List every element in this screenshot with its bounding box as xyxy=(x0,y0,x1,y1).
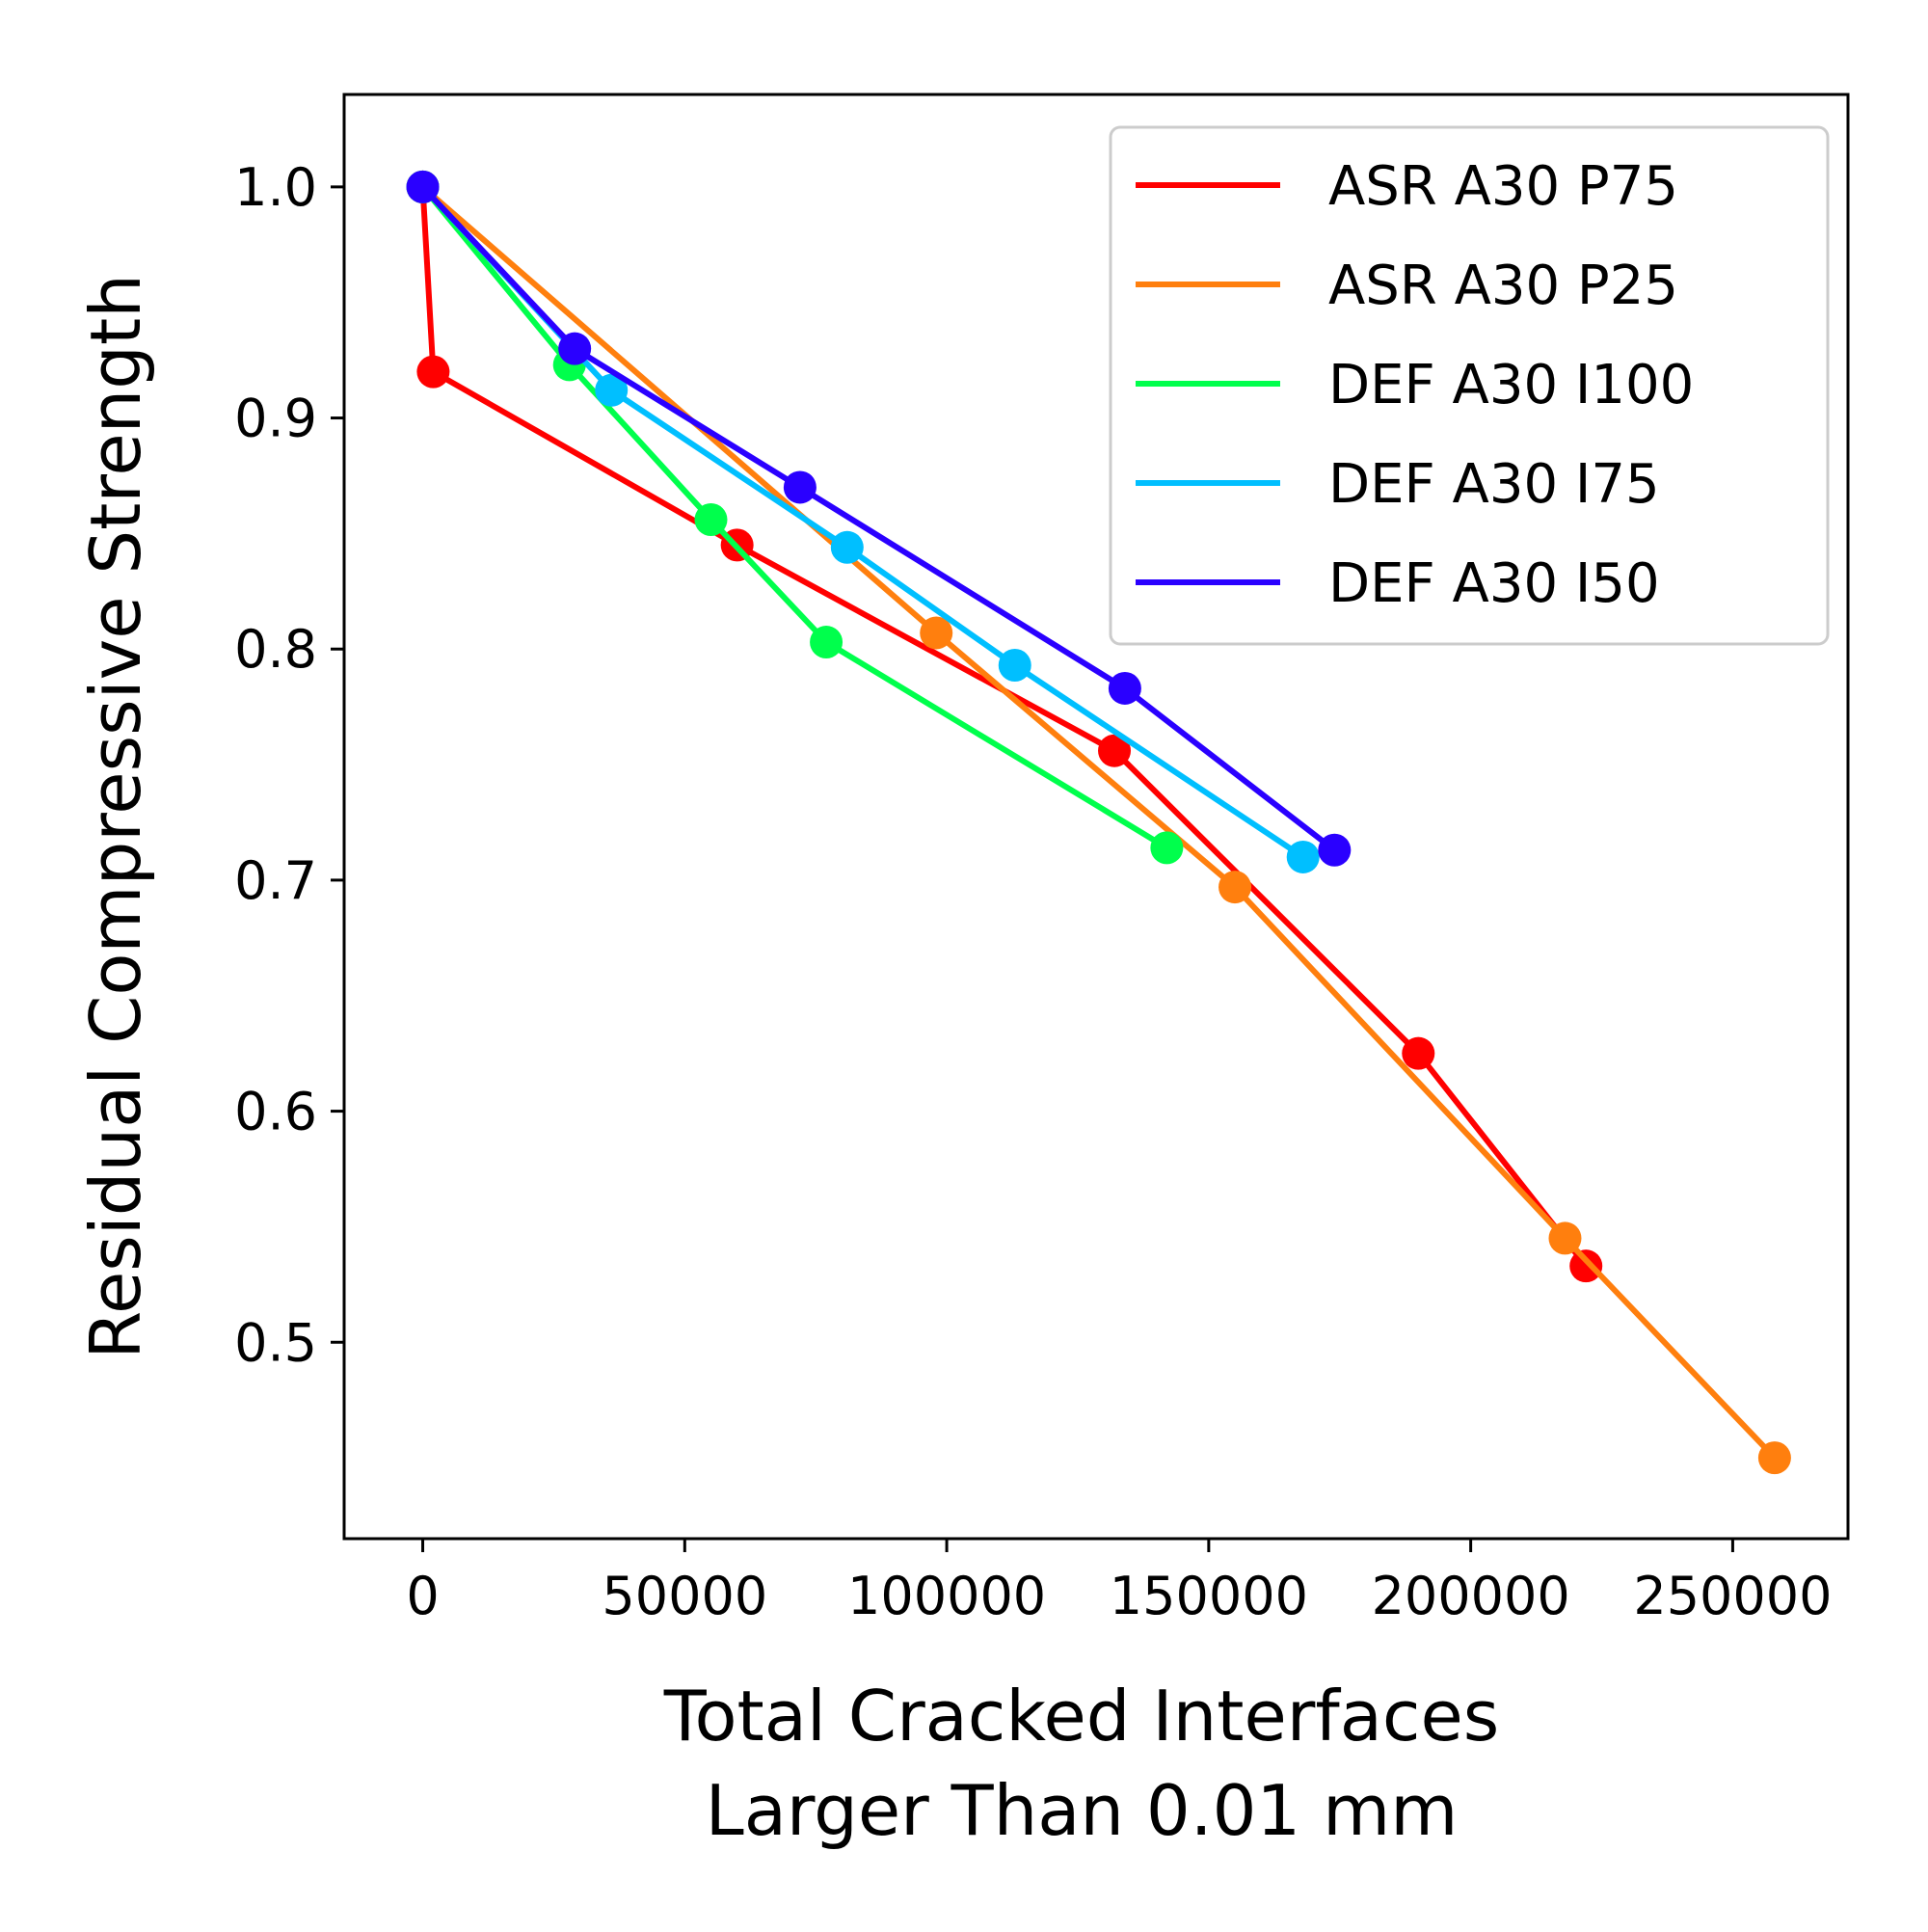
x-tick-label: 0 xyxy=(406,1566,439,1626)
legend-label: DEF A30 I75 xyxy=(1328,453,1660,516)
y-tick-label: 1.0 xyxy=(234,157,317,218)
y-tick-label: 0.7 xyxy=(234,850,317,911)
series-layer xyxy=(406,170,1791,1475)
legend: ASR A30 P75 ASR A30 P25 DEF A30 I100 DEF A3… xyxy=(1109,125,1830,646)
data-point xyxy=(1318,833,1352,867)
data-point xyxy=(998,649,1031,683)
data-point xyxy=(406,170,440,203)
legend-label: ASR A30 P75 xyxy=(1328,155,1678,218)
data-point xyxy=(1402,1036,1435,1070)
x-tick-label: 150000 xyxy=(1110,1566,1308,1626)
y-tick-label: 0.8 xyxy=(234,619,317,680)
data-point xyxy=(1108,671,1141,705)
x-tick-label: 200000 xyxy=(1372,1566,1570,1626)
data-point xyxy=(920,616,953,650)
y-tick-label: 0.6 xyxy=(234,1082,317,1142)
y-tick-label: 0.5 xyxy=(234,1312,317,1373)
x-axis-title-line: Larger Than 0.01 mm xyxy=(706,1770,1459,1851)
x-tick-label: 100000 xyxy=(847,1566,1046,1626)
x-tick-label: 250000 xyxy=(1633,1566,1832,1626)
data-point xyxy=(1218,871,1252,904)
y-axis-ticks: 0.5 0.6 0.7 0.8 0.9 1.0 xyxy=(234,157,344,1373)
x-axis-title: Total Cracked Interfaces Larger Than 0.01… xyxy=(663,1676,1500,1851)
data-point xyxy=(416,355,450,389)
data-point xyxy=(1150,831,1184,865)
series-line xyxy=(419,183,1590,1270)
legend-label: DEF A30 I50 xyxy=(1328,552,1660,615)
data-point xyxy=(595,373,629,407)
data-point xyxy=(830,530,864,564)
data-point xyxy=(558,332,592,365)
data-point xyxy=(783,470,817,504)
legend-label: ASR A30 P25 xyxy=(1328,255,1678,317)
data-point xyxy=(810,626,844,659)
data-point xyxy=(1569,1249,1603,1283)
data-point xyxy=(694,503,728,537)
data-point xyxy=(1757,1441,1791,1475)
y-tick-label: 0.9 xyxy=(234,389,317,449)
x-axis-title-line: Total Cracked Interfaces xyxy=(663,1676,1500,1757)
data-point xyxy=(1548,1221,1582,1255)
legend-box xyxy=(1109,125,1830,646)
plot-frame xyxy=(342,93,1850,1541)
legend-label: DEF A30 I100 xyxy=(1328,354,1694,416)
data-point xyxy=(1098,734,1132,767)
x-axis-ticks: 0 50000 100000 150000 200000 250000 xyxy=(406,1539,1832,1626)
x-tick-label: 50000 xyxy=(602,1566,767,1626)
y-axis-title: Residual Compressive Strength xyxy=(75,274,156,1359)
data-point xyxy=(1286,840,1320,873)
